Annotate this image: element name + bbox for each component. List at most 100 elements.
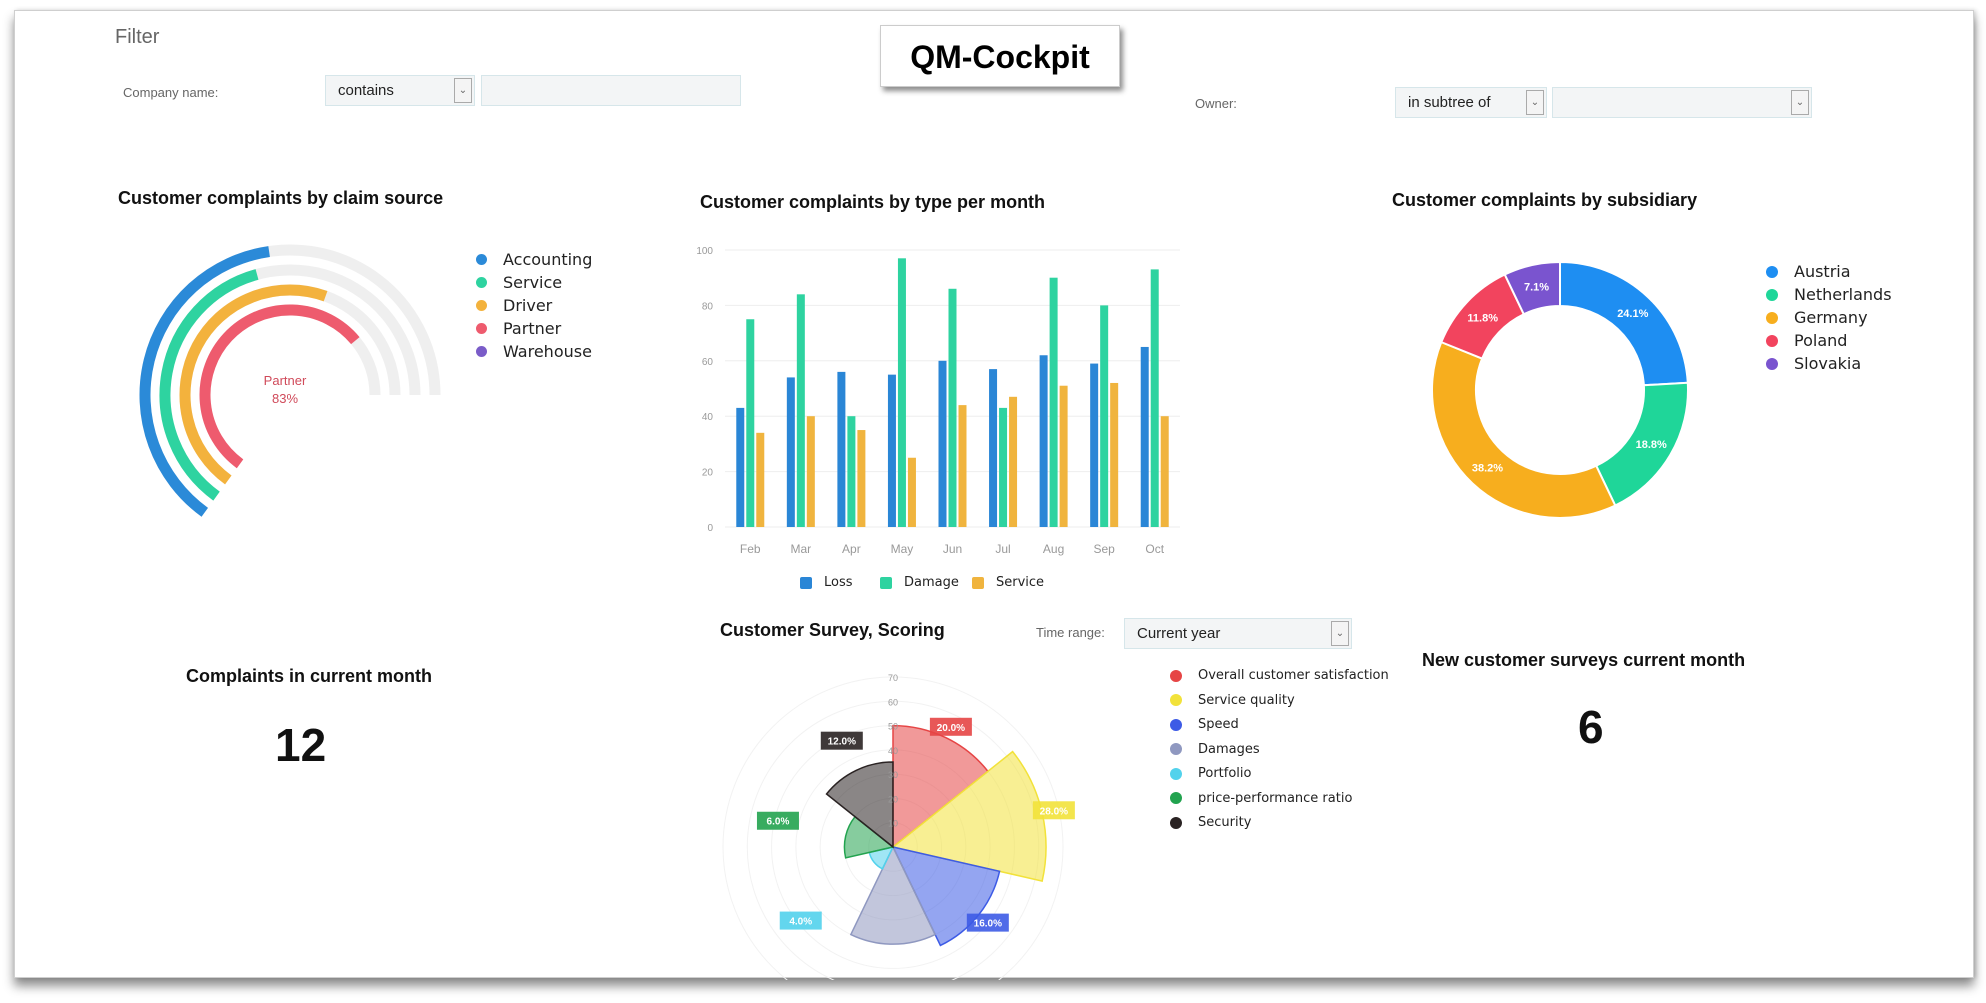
bar-service-oct: [1160, 416, 1169, 527]
legend-label: Poland: [1794, 331, 1848, 350]
legend-item-price-performance-ratio[interactable]: price-performance ratio: [1170, 791, 1352, 806]
time-range-select[interactable]: Current year ⌄: [1124, 618, 1352, 649]
donut-label-poland: 11.8%: [1467, 312, 1498, 324]
chevron-down-icon[interactable]: ⌄: [1331, 621, 1349, 646]
legend-swatch-icon: [880, 576, 892, 589]
legend-dot-icon: [476, 346, 487, 357]
legend-label: Service: [996, 575, 1045, 590]
company-name-operator-select[interactable]: contains ⌄: [325, 75, 475, 106]
bar-damage-jun: [948, 288, 957, 527]
r-tick-label: 70: [888, 673, 898, 683]
legend-item-speed[interactable]: Speed: [1170, 717, 1239, 732]
claim-source-center-value: 83%: [271, 391, 299, 406]
legend-item-poland[interactable]: Poland: [1766, 331, 1847, 350]
legend-label: price-performance ratio: [1198, 790, 1353, 806]
legend-dot-icon: [1170, 767, 1182, 780]
polar-label-service-quality: 28.0%: [1032, 801, 1075, 820]
legend-label: Austria: [1794, 262, 1851, 281]
r-tick-label: 50: [888, 722, 898, 732]
radial-bar-accounting: [139, 246, 270, 517]
legend-item-overall-customer-satisfaction[interactable]: Overall customer satisfaction: [1170, 668, 1389, 683]
polar-label-text: 20.0%: [937, 723, 965, 734]
x-tick-label: Oct: [1145, 542, 1164, 556]
bar-damage-sep: [1100, 305, 1109, 527]
legend-dot-icon: [1766, 357, 1778, 370]
legend-item-damages[interactable]: Damages: [1170, 742, 1260, 757]
bar-service-sep: [1110, 382, 1119, 527]
new-surveys-title: New customer surveys current month: [1422, 650, 1746, 670]
polar-label-box: [820, 731, 863, 750]
legend-swatch-icon: [800, 576, 812, 589]
legend-item-accounting[interactable]: Accounting: [476, 250, 592, 269]
donut-slice-germany: [1431, 340, 1617, 519]
x-tick-label: Mar: [790, 542, 811, 556]
polar-label-speed: 16.0%: [966, 913, 1009, 932]
legend-label: Netherlands: [1794, 285, 1892, 304]
complaints-month-title: Complaints in current month: [186, 666, 433, 686]
legend-item-driver[interactable]: Driver: [476, 296, 552, 315]
legend-item-service-quality[interactable]: Service quality: [1170, 693, 1295, 708]
company-name-label: Company name:: [123, 85, 219, 100]
legend-dot-icon: [1766, 265, 1778, 278]
legend-dot-icon: [476, 300, 487, 311]
y-tick-label: 0: [707, 523, 713, 534]
legend-dot-icon: [1170, 792, 1182, 804]
time-range-label: Time range:: [1036, 625, 1105, 640]
claim-source-radial-chart: [139, 244, 441, 517]
donut-slice-austria: [1559, 260, 1689, 387]
legend-dot-icon: [476, 323, 487, 334]
filter-heading: Filter: [115, 26, 160, 48]
bar-loss-may: [887, 374, 896, 527]
legend-dot-icon: [1766, 288, 1778, 301]
owner-operator-select[interactable]: in subtree of ⌄: [1395, 87, 1547, 118]
owner-label: Owner:: [1195, 96, 1237, 111]
type-per-month-bar-chart: 0 20 40 60 80 100 Feb Mar Apr May Jun Jul Aug Sep Oct: [696, 246, 1180, 556]
complaints-month-value: 12: [275, 719, 327, 771]
legend-item-portfolio[interactable]: Portfolio: [1170, 766, 1251, 781]
bar-loss-apr: [837, 371, 846, 527]
polar-label-text: 16.0%: [974, 919, 1002, 930]
polar-label-price-performance-ratio: 6.0%: [756, 811, 799, 830]
legend-label: Driver: [503, 296, 553, 315]
polar-segment-overall-customer-satisfaction: [892, 724, 989, 849]
legend-item-germany[interactable]: Germany: [1766, 308, 1868, 327]
legend-item-slovakia[interactable]: Slovakia: [1766, 354, 1861, 373]
legend-label: Service quality: [1198, 692, 1295, 708]
legend-item-service[interactable]: Service: [972, 575, 1044, 590]
subsidiary-donut-chart: 24.1% 18.8% 38.2% 11.8% 7.1%: [1431, 260, 1689, 519]
owner-operator-value: in subtree of: [1408, 94, 1491, 111]
bar-damage-mar: [796, 294, 805, 527]
bar-service-jul: [1009, 396, 1018, 527]
legend-label: Portfolio: [1198, 766, 1252, 781]
bar-service-feb: [756, 432, 765, 527]
legend-item-security[interactable]: Security: [1170, 815, 1251, 830]
polar-label-security: 12.0%: [820, 731, 863, 750]
legend-label: Overall customer satisfaction: [1198, 668, 1389, 683]
x-tick-label: Jul: [995, 542, 1010, 556]
claim-source-center-name: Partner: [263, 373, 307, 388]
chevron-down-icon[interactable]: ⌄: [454, 78, 472, 103]
legend-item-damage[interactable]: Damage: [880, 575, 959, 590]
x-tick-label: Feb: [740, 542, 761, 556]
y-tick-label: 40: [702, 412, 714, 423]
polar-label-box: [929, 717, 972, 736]
company-name-input[interactable]: [481, 75, 741, 106]
survey-title: Customer Survey, Scoring: [720, 620, 945, 640]
chevron-down-icon[interactable]: ⌄: [1526, 90, 1544, 115]
r-tick-label: 60: [888, 697, 898, 707]
polar-segment-security: [825, 761, 894, 849]
legend-item-austria[interactable]: Austria: [1766, 262, 1851, 281]
legend-dot-icon: [1170, 718, 1182, 731]
legend-label: Service: [503, 273, 563, 292]
legend-item-warehouse[interactable]: Warehouse: [476, 342, 592, 361]
legend-item-partner[interactable]: Partner: [476, 319, 561, 338]
chevron-down-icon[interactable]: ⌄: [1791, 90, 1809, 115]
legend-item-service[interactable]: Service: [476, 273, 562, 292]
legend-label: Germany: [1794, 308, 1868, 327]
app-title: QM-Cockpit: [880, 25, 1120, 87]
owner-value-select[interactable]: ⌄: [1552, 87, 1812, 118]
legend-item-netherlands[interactable]: Netherlands: [1766, 285, 1892, 304]
x-tick-label: Aug: [1043, 542, 1064, 556]
bar-damage-aug: [1049, 277, 1058, 527]
legend-item-loss[interactable]: Loss: [800, 575, 853, 590]
